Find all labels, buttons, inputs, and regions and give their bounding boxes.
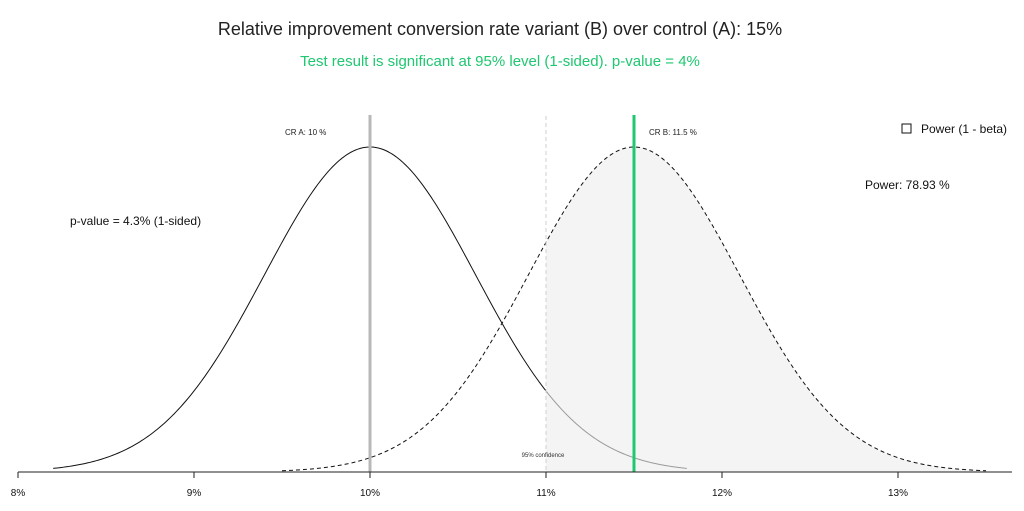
legend-label: Power (1 - beta) xyxy=(921,122,1007,136)
power-area xyxy=(546,147,986,472)
series-cr-a-tail xyxy=(545,390,687,469)
curves xyxy=(53,146,987,472)
markers xyxy=(368,115,636,472)
x-tick-label: 11% xyxy=(536,488,555,499)
legend-swatch xyxy=(901,123,912,134)
series-cr-b-line xyxy=(281,146,987,472)
x-tick-label: 13% xyxy=(888,488,908,499)
power-annotation: Power: 78.93 % xyxy=(865,178,950,192)
cr-b-label: CR B: 11.5 % xyxy=(649,128,697,137)
cr-a-label: CR A: 10 % xyxy=(285,128,326,137)
x-ticks: 8% 9% 10% 11% 12% 13% xyxy=(11,472,908,499)
x-tick-label: 9% xyxy=(187,488,202,499)
x-tick-label: 8% xyxy=(11,488,26,499)
chart-title: Relative improvement conversion rate var… xyxy=(218,19,782,39)
x-tick-label: 10% xyxy=(360,488,380,499)
confidence-label: 95% confidence xyxy=(522,453,565,459)
chart-subtitle: Test result is significant at 95% level … xyxy=(300,53,700,70)
series-cr-a-line xyxy=(53,146,547,469)
power-area-fill xyxy=(546,147,986,472)
x-tick-label: 12% xyxy=(712,488,732,499)
p-value-annotation: p-value = 4.3% (1-sided) xyxy=(70,214,201,228)
